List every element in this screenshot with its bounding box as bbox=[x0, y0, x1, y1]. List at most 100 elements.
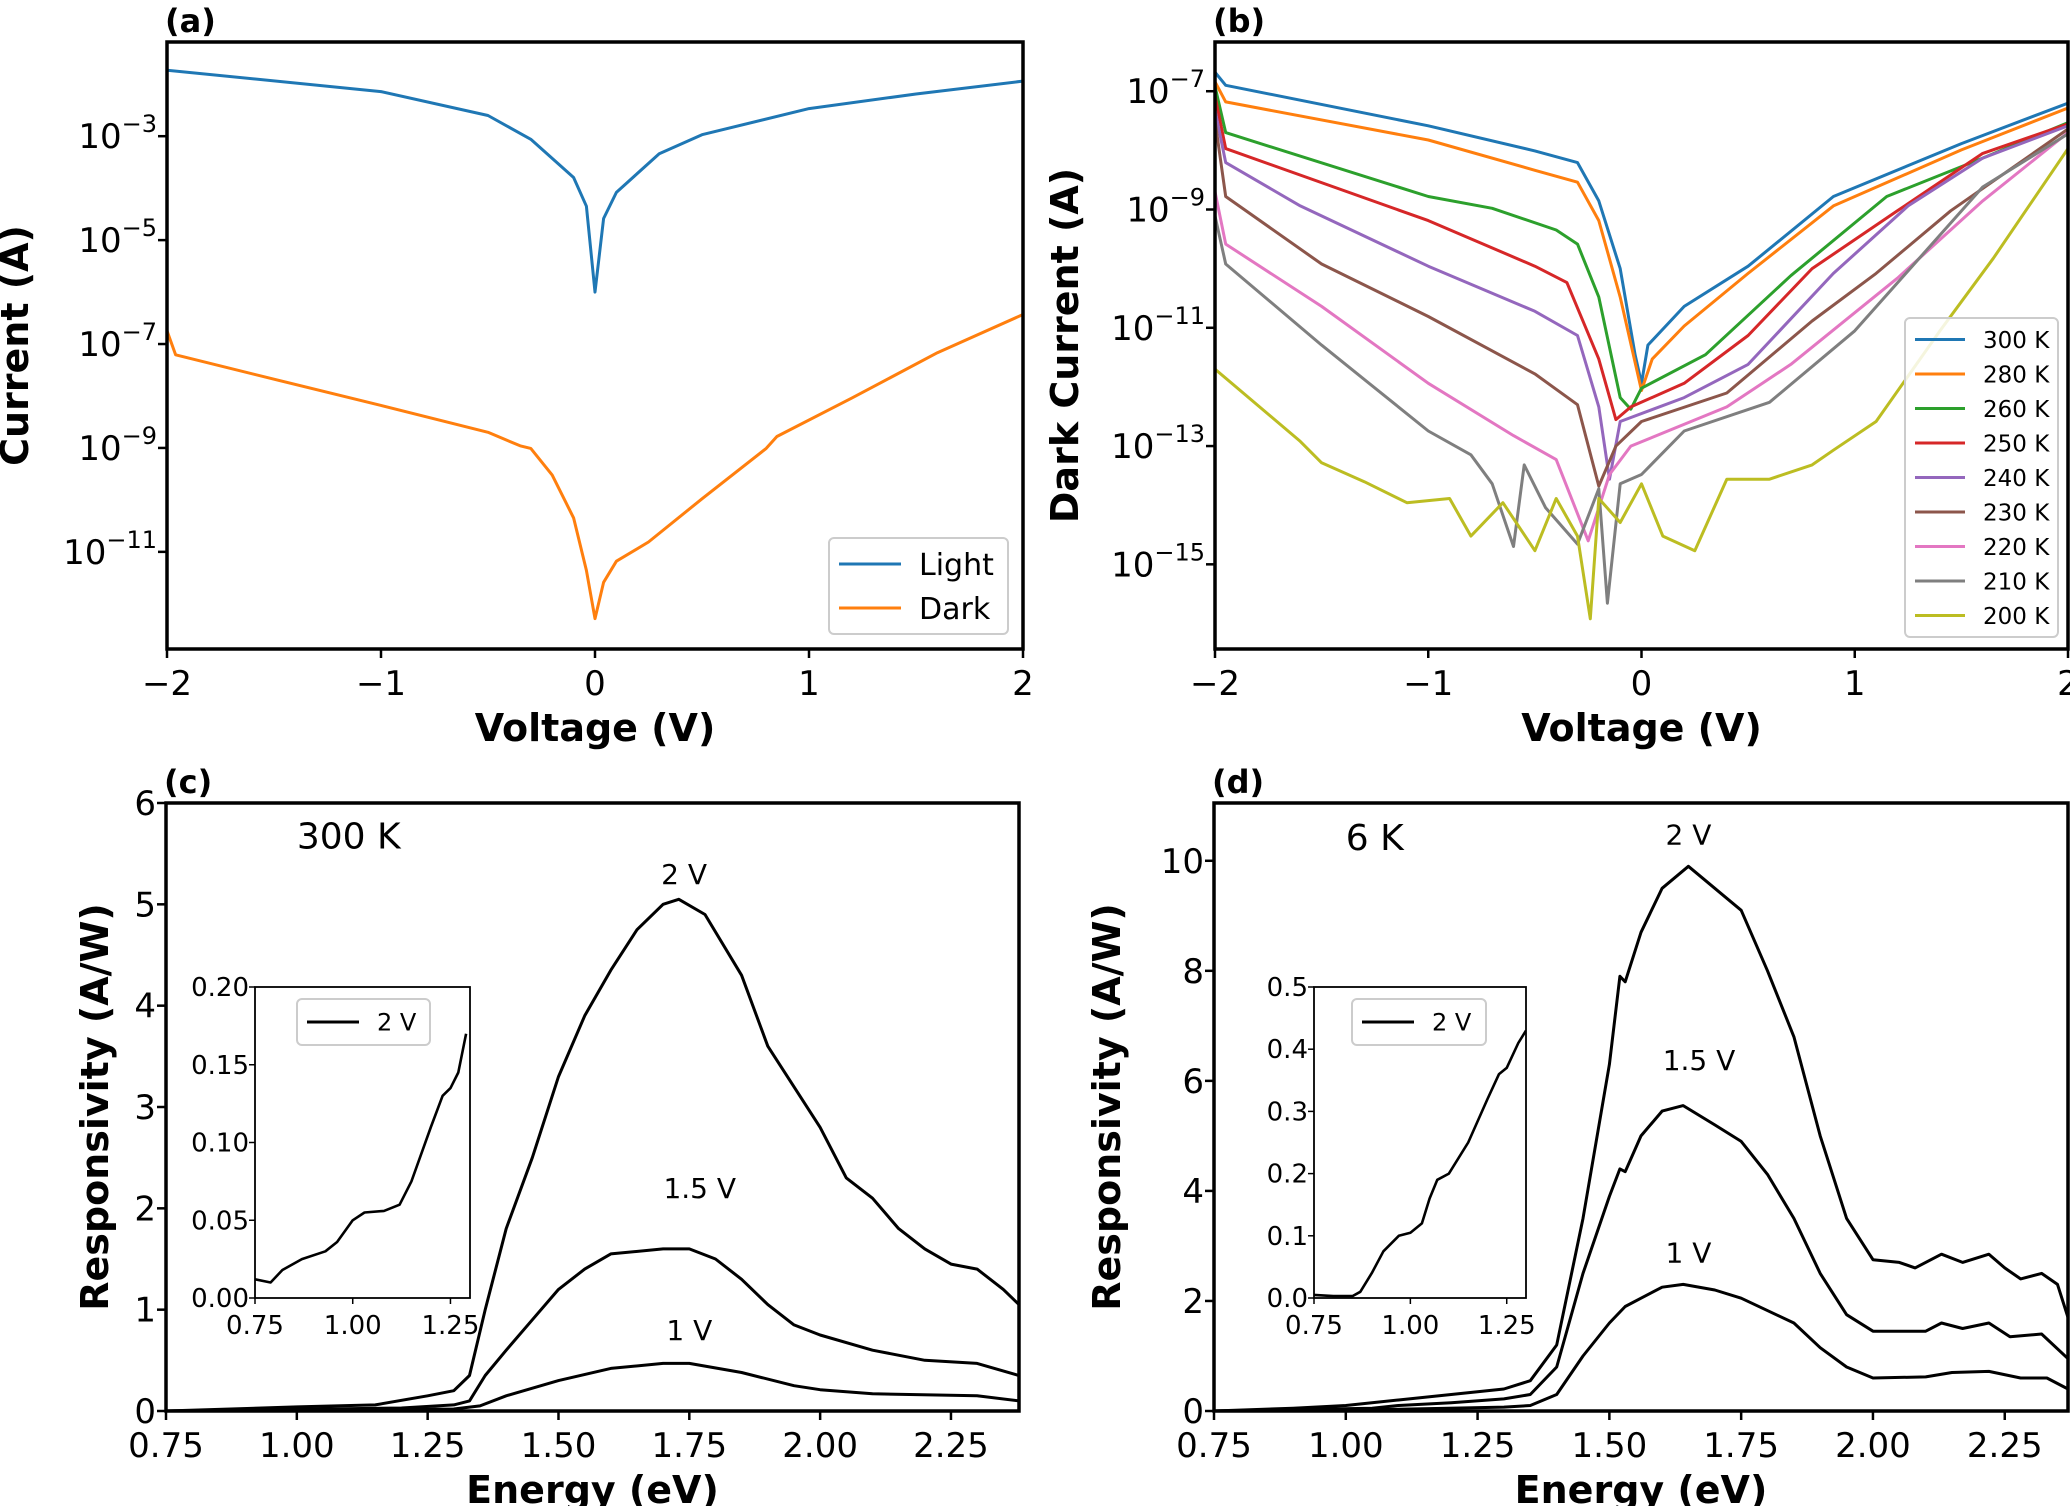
y-axis-label: Responsivity (A/W) bbox=[1085, 903, 1129, 1311]
panel-c: 0.75 1.00 1.25 1.50 1.75 2.00 2.25 0 1 2 3 4 5 6 300 K… bbox=[73, 763, 1021, 1506]
y-tick-label: 10−15 bbox=[1111, 538, 1205, 585]
y-tick-label: 10−9 bbox=[78, 422, 157, 469]
series-line-1.5-v bbox=[166, 1247, 1019, 1411]
x-axis-label: Energy (eV) bbox=[1515, 1468, 1768, 1506]
series-line-2-v bbox=[255, 1033, 468, 1284]
annotation: 1 V bbox=[1666, 1236, 1712, 1269]
tick-exponent: −9 bbox=[122, 422, 157, 450]
annotation: 1.5 V bbox=[663, 1172, 736, 1205]
tick-base: 10 bbox=[1126, 191, 1169, 231]
series-line-2-v bbox=[166, 897, 1019, 1411]
series-line-1.5-v bbox=[1214, 1104, 2068, 1411]
panel-label: (d) bbox=[1212, 763, 1264, 801]
x-tick-label: 2.25 bbox=[913, 1426, 989, 1466]
legend-label: 230 K bbox=[1983, 500, 2050, 526]
x-tick-label: 1.25 bbox=[1478, 1311, 1536, 1341]
panel-a: −2 −1 0 1 210−310−510−710−910−11LightDark(a)… bbox=[0, 2, 1034, 750]
tick-exponent: −13 bbox=[1154, 420, 1205, 448]
legend-box bbox=[296, 998, 431, 1046]
series-line-dark bbox=[167, 313, 1023, 621]
series-line-280-k bbox=[1215, 80, 2068, 392]
tick-base: 10 bbox=[63, 533, 106, 573]
y-axis-label: Dark Current (A) bbox=[1043, 168, 1087, 523]
legend-box bbox=[828, 537, 1009, 635]
legend: 2 V bbox=[1351, 998, 1487, 1046]
y-tick-label: 10−11 bbox=[1111, 302, 1205, 349]
x-tick-label: 1.25 bbox=[1440, 1426, 1516, 1466]
x-tick-label: 0.75 bbox=[1176, 1426, 1252, 1466]
panel-label: (c) bbox=[164, 763, 212, 801]
y-tick-label: 2 bbox=[1182, 1282, 1204, 1322]
y-tick-label: 4 bbox=[134, 987, 156, 1027]
x-axis-label: Voltage (V) bbox=[1521, 706, 1762, 750]
x-tick-label: 2 bbox=[1012, 664, 1034, 704]
legend-label: 250 K bbox=[1983, 431, 2050, 457]
y-axis-label: Current (A) bbox=[0, 225, 37, 466]
x-tick-label: 1.25 bbox=[422, 1311, 480, 1341]
legend-label: 210 K bbox=[1983, 569, 2050, 595]
legend-label: 220 K bbox=[1983, 535, 2050, 561]
x-tick-label: 1.75 bbox=[651, 1426, 727, 1466]
y-tick-label: 0.15 bbox=[191, 1051, 249, 1081]
x-tick-label: 0 bbox=[1631, 664, 1653, 704]
x-tick-label: 1.50 bbox=[521, 1426, 597, 1466]
panel-label: (b) bbox=[1213, 2, 1265, 40]
y-axis-label: Responsivity (A/W) bbox=[73, 903, 117, 1311]
legend: 300 K 280 K 260 K 250 K 240 K 230 K 220 K 210 K… bbox=[1904, 317, 2059, 638]
tick-exponent: −7 bbox=[1170, 65, 1205, 93]
legend-label: 2 V bbox=[377, 1009, 417, 1037]
x-tick-label: 1.00 bbox=[1381, 1311, 1439, 1341]
y-tick-label: 0.20 bbox=[191, 973, 249, 1003]
y-tick-label: 0 bbox=[1182, 1392, 1204, 1432]
x-tick-label: −1 bbox=[1403, 664, 1453, 704]
y-tick-label: 2 bbox=[134, 1189, 156, 1229]
x-axis-label: Voltage (V) bbox=[475, 706, 716, 750]
series-group bbox=[1214, 864, 2068, 1411]
x-tick-label: 0 bbox=[584, 664, 606, 704]
tick-exponent: −11 bbox=[106, 526, 157, 554]
x-tick-label: 0.75 bbox=[128, 1426, 204, 1466]
y-tick-label: 10−7 bbox=[1126, 65, 1205, 112]
series-group bbox=[1215, 71, 2068, 621]
annotation: 300 K bbox=[297, 817, 402, 858]
legend-label: Light bbox=[919, 548, 994, 583]
tick-base: 10 bbox=[1111, 309, 1154, 349]
x-tick-label: −1 bbox=[356, 664, 406, 704]
y-tick-label: 0.05 bbox=[191, 1206, 249, 1236]
x-tick-label: 1.00 bbox=[324, 1311, 382, 1341]
y-tick-label: 5 bbox=[134, 885, 156, 925]
tick-exponent: −11 bbox=[1154, 302, 1205, 330]
x-tick-label: 1 bbox=[798, 664, 820, 704]
y-tick-label: 10−9 bbox=[1126, 184, 1205, 231]
y-tick-label: 0.2 bbox=[1267, 1160, 1308, 1190]
y-tick-label: 8 bbox=[1182, 952, 1204, 992]
x-tick-label: 1.75 bbox=[1703, 1426, 1779, 1466]
x-tick-label: 0.75 bbox=[1285, 1311, 1343, 1341]
y-tick-label: 0 bbox=[134, 1392, 156, 1432]
series-line-200-k bbox=[1215, 147, 2068, 621]
legend-label: 280 K bbox=[1983, 362, 2050, 388]
tick-exponent: −7 bbox=[122, 318, 157, 346]
x-tick-label: 2.00 bbox=[1835, 1426, 1911, 1466]
series-group bbox=[167, 68, 1023, 621]
y-tick-label: 10−13 bbox=[1111, 420, 1205, 467]
tick-base: 10 bbox=[1111, 545, 1154, 585]
tick-base: 10 bbox=[1111, 427, 1154, 467]
tick-exponent: −3 bbox=[122, 110, 157, 138]
plot-frame bbox=[1212, 801, 2070, 1413]
y-tick-label: 0.3 bbox=[1267, 1097, 1308, 1127]
legend-label: 2 V bbox=[1432, 1009, 1472, 1037]
series-line-2-v bbox=[1314, 1029, 1526, 1298]
tick-base: 10 bbox=[78, 221, 121, 261]
y-tick-label: 10−5 bbox=[78, 214, 157, 261]
x-tick-label: 2.25 bbox=[1967, 1426, 2043, 1466]
tick-base: 10 bbox=[78, 117, 121, 157]
legend-label: 200 K bbox=[1983, 604, 2050, 630]
y-tick-label: 0.1 bbox=[1267, 1222, 1308, 1252]
annotation: 2 V bbox=[1666, 818, 1712, 851]
y-tick-label: 0.0 bbox=[1267, 1284, 1308, 1314]
series-group bbox=[255, 1033, 468, 1284]
tick-exponent: −9 bbox=[1170, 184, 1205, 212]
